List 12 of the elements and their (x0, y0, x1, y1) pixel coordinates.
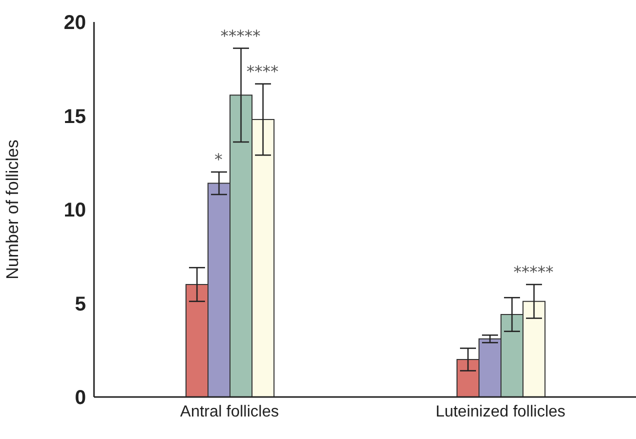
y-tick-label: 10 (64, 200, 86, 222)
y-tick-label: 15 (64, 106, 86, 128)
y-tick-label: 5 (74, 293, 86, 316)
annotation: ***** (220, 26, 260, 46)
y-tick-label: 0 (74, 387, 86, 410)
annotation: ***** (514, 262, 554, 282)
y-axis-title: Number of follicles (3, 140, 22, 280)
annotation: **** (246, 62, 278, 81)
x-tick-label: Antral follicles (180, 403, 279, 420)
x-tick-label: Luteinized follicles (436, 403, 566, 420)
annotation: * (214, 150, 222, 169)
y-tick-label: 20 (64, 12, 86, 34)
